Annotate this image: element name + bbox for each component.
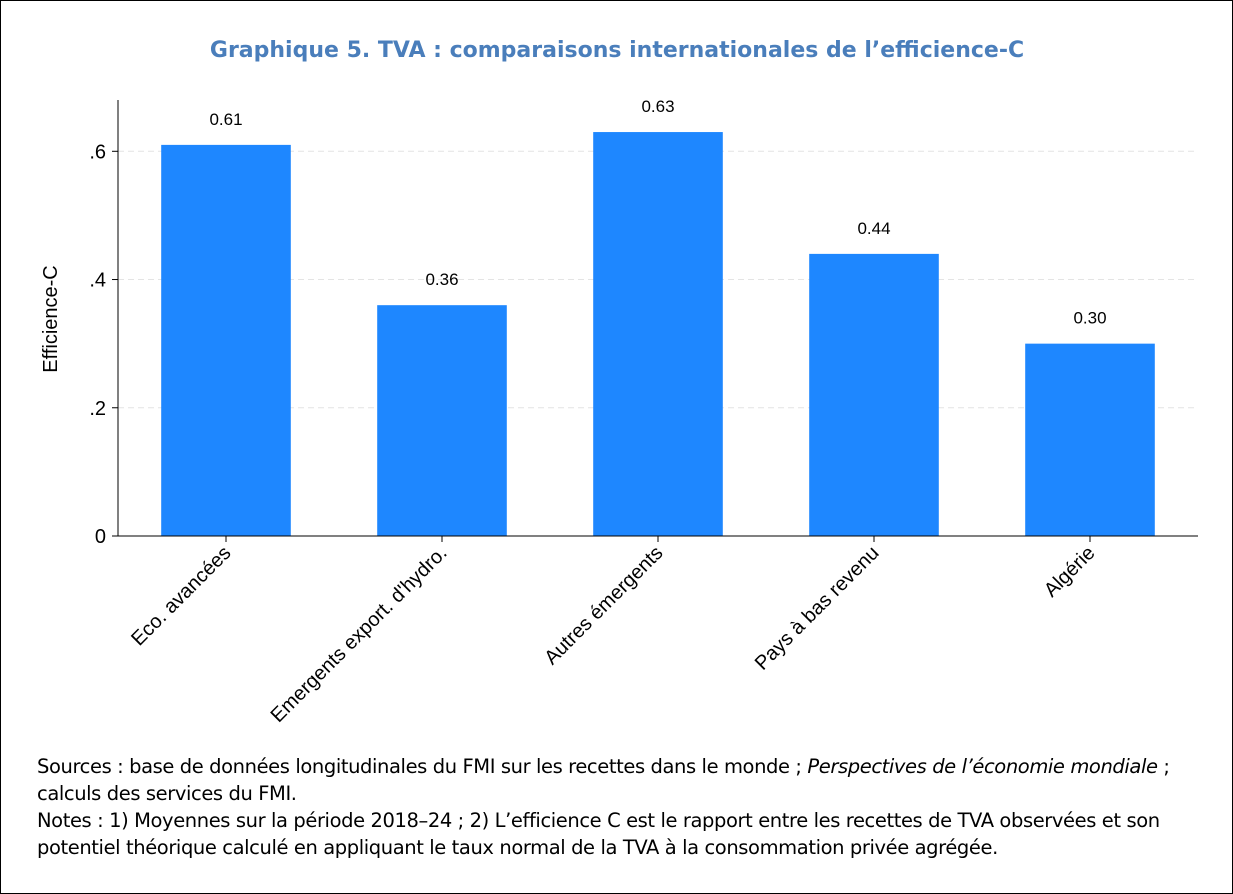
value-label: 0.36 [425,270,458,289]
x-tick-label: Autres émergents [540,542,667,669]
value-label: 0.44 [857,219,890,238]
bar [1025,343,1155,536]
bar [809,253,939,536]
x-tick-label: Algérie [1040,542,1100,602]
chart-title: Graphique 5. TVA : comparaisons internat… [210,38,1024,63]
y-tick-label: .6 [89,141,106,163]
bar [593,132,723,536]
y-axis-label: Efficience-C [40,265,62,372]
x-tick-label: Emergents export. d'hydro. [267,542,452,727]
y-tick-label: .4 [89,270,106,292]
sources-text: Sources : base de données longitudinales… [37,755,802,778]
y-tick-label: 0 [95,526,106,548]
sources-text: ; calculs des services du FMI. [37,755,1170,805]
y-tick-label: .2 [89,398,106,420]
bar [377,305,507,536]
value-label: 0.61 [209,110,242,129]
sources-italic: Perspectives de l’économie mondiale [807,755,1158,778]
x-tick-label: Pays à bas revenu [751,542,884,675]
value-label: 0.63 [641,97,674,116]
value-label: 0.30 [1073,309,1106,328]
notes-text: Notes : 1) Moyennes sur la période 2018–… [37,809,1160,859]
bar [161,144,291,536]
x-tick-label: Eco. avancées [127,542,235,650]
sources: Sources : base de données longitudinales… [37,753,1227,807]
notes: Sources : base de données longitudinales… [37,753,1227,861]
chart: Graphique 5. TVA : comparaisons internat… [40,38,1198,727]
